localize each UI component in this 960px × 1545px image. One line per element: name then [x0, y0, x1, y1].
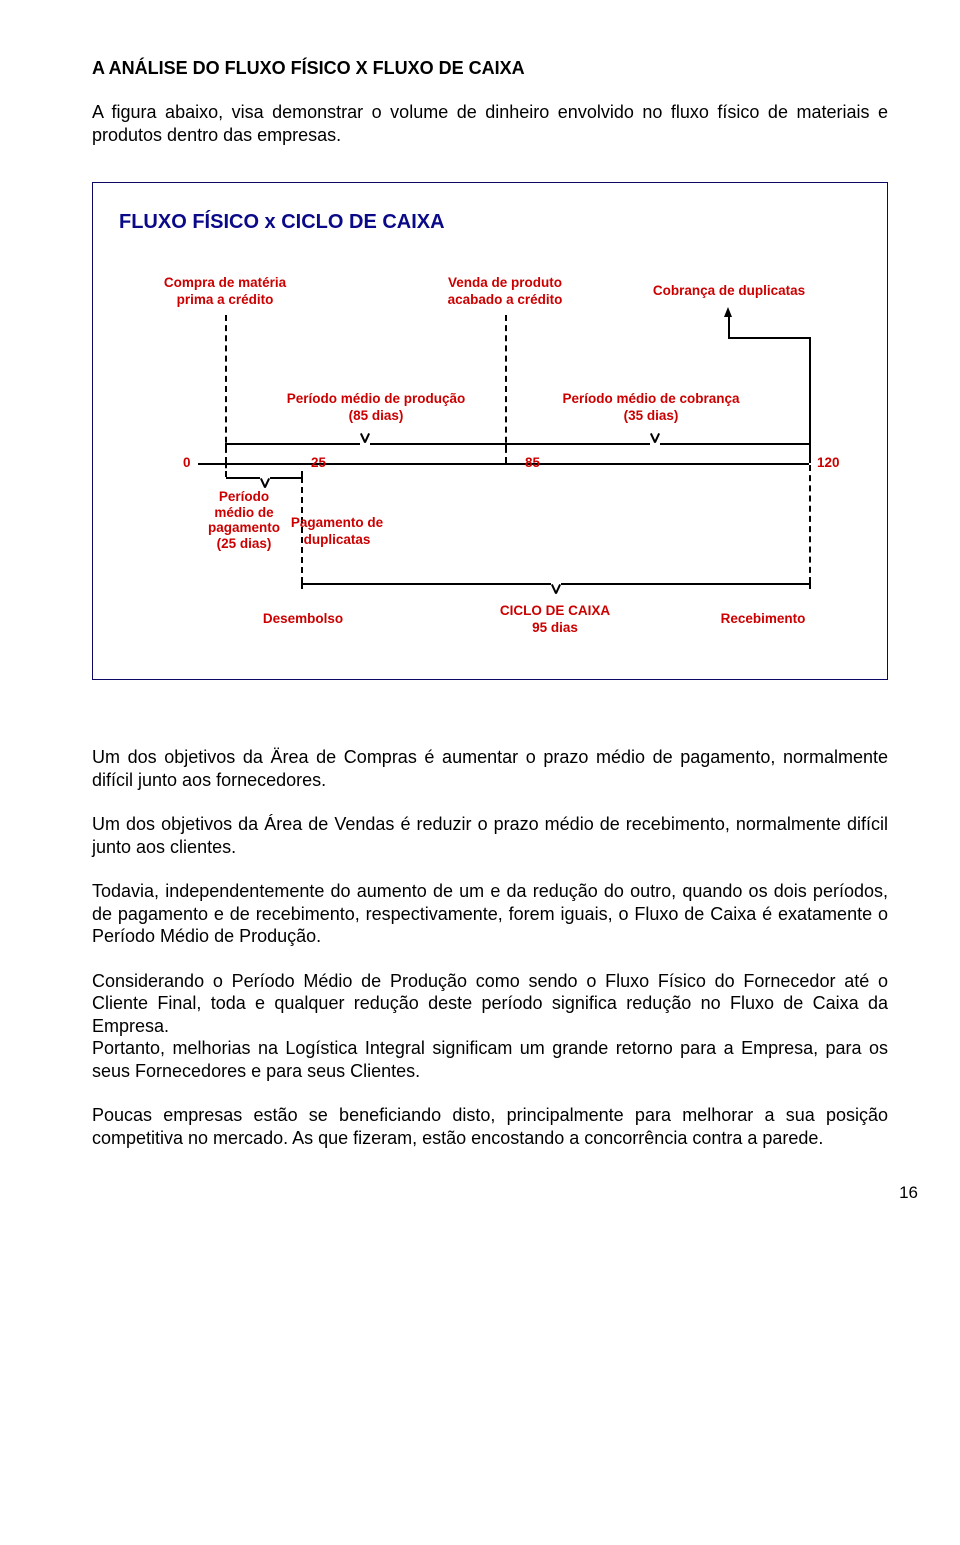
paragraph-2: Um dos objetivos da Área de Vendas é red…: [92, 813, 888, 858]
label-desembolso: Desembolso: [243, 611, 363, 628]
dash-below-120: [809, 465, 811, 583]
period-line: (35 dias): [541, 408, 761, 425]
bracket-ciclo-right: [561, 583, 809, 585]
bracket-cob-left: [506, 443, 650, 445]
dash-event1: [225, 315, 227, 463]
periodo-cobranca: Período médio de cobrança (35 dias): [541, 391, 761, 425]
arrow-cobranca-icon: [724, 307, 732, 317]
page-number: 16: [92, 1183, 918, 1203]
event-line: Compra de matéria: [145, 275, 305, 292]
kink-cobranca: [650, 433, 660, 443]
period-line: Pagamento de: [277, 515, 397, 532]
paragraph-5: Poucas empresas estão se beneficiando di…: [92, 1104, 888, 1149]
bracket-ciclo-left: [302, 583, 551, 585]
tick-120: 120: [817, 455, 840, 470]
period-line: Período médio de cobrança: [541, 391, 761, 408]
paragraph-4b: Portanto, melhorias na Logística Integra…: [92, 1037, 888, 1082]
bn: [809, 443, 811, 449]
kink-producao: [360, 433, 370, 443]
event-line: Cobrança de duplicatas: [629, 283, 829, 300]
label-recebimento: Recebimento: [703, 611, 823, 628]
event-line: Venda de produto: [425, 275, 585, 292]
event-venda: Venda de produto acabado a crédito: [425, 275, 585, 309]
intro-paragraph: A figura abaixo, visa demonstrar o volum…: [92, 101, 888, 146]
period-line: duplicatas: [277, 532, 397, 549]
bracket-cob-right: [660, 443, 809, 445]
ciclo-line: CICLO DE CAIXA: [485, 603, 625, 620]
bn: [809, 583, 811, 589]
diagram-title: FLUXO FÍSICO x CICLO DE CAIXA: [119, 211, 445, 234]
dash-below-0: [225, 463, 227, 477]
kink-ciclo: [551, 584, 561, 594]
bracket-prod-left: [226, 443, 360, 445]
period-line: (85 dias): [271, 408, 481, 425]
line-cobranca-v1: [728, 317, 730, 337]
event-compra: Compra de matéria prima a crédito: [145, 275, 305, 309]
ciclo-line: 95 dias: [485, 620, 625, 637]
tick-0: 0: [183, 455, 191, 470]
event-line: acabado a crédito: [425, 292, 585, 309]
dash-event2: [505, 315, 507, 463]
paragraph-3: Todavia, independentemente do aumento de…: [92, 880, 888, 948]
label-ciclo-caixa: CICLO DE CAIXA 95 dias: [485, 603, 625, 637]
event-cobranca: Cobrança de duplicatas: [629, 283, 829, 300]
event-line: prima a crédito: [145, 292, 305, 309]
paragraph-1: Um dos objetivos da Ärea de Compras é au…: [92, 746, 888, 791]
tick-85: 85: [525, 455, 540, 470]
paragraph-4a: Considerando o Período Médio de Produção…: [92, 970, 888, 1038]
period-line: Período médio de produção: [271, 391, 481, 408]
period-line: Período: [193, 489, 295, 505]
bn: [225, 443, 227, 449]
page-heading: A ANÁLISE DO FLUXO FÍSICO X FLUXO DE CAI…: [92, 58, 888, 79]
tick-25: 25: [311, 455, 326, 470]
line-cobranca-h: [728, 337, 809, 339]
periodo-producao: Período médio de produção (85 dias): [271, 391, 481, 425]
bracket-prod-right: [370, 443, 505, 445]
label-pagamento-duplicatas: Pagamento de duplicatas: [277, 515, 397, 549]
flow-diagram: FLUXO FÍSICO x CICLO DE CAIXA Compra de …: [92, 182, 888, 680]
